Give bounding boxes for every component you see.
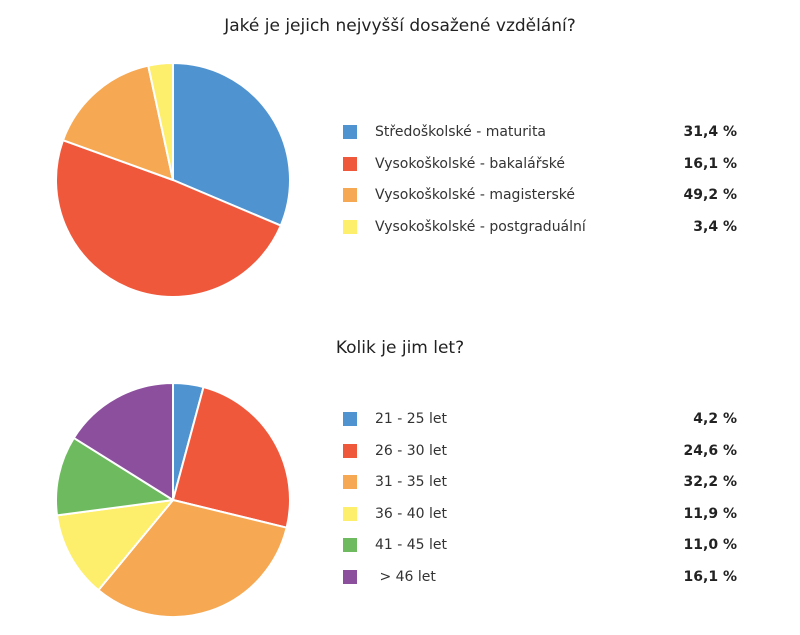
education-legend-label: Středoškolské - maturita (375, 124, 547, 140)
age-legend-item: 26 - 30 let 24,6 % (343, 441, 743, 473)
age-chart-title: Kolik je jim let? (335, 338, 465, 358)
age-legend: 21 - 25 let 4,2 % 26 - 30 let 24,6 % 31 - 35… (343, 409, 743, 598)
education-legend-value: 49,2 % (683, 187, 737, 203)
education-chart-title: Jaké je jejich nejvyšší dosažené vzdělán… (224, 16, 576, 36)
education-legend-value: 16,1 % (683, 155, 737, 172)
age-legend-label: 36 - 40 let (375, 505, 448, 522)
age-pie-slice (55, 436, 174, 517)
education-pie-slice (61, 64, 174, 181)
education-pie (55, 61, 291, 298)
education-legend-swatch (343, 125, 357, 139)
age-legend-value: 32,2 % (683, 474, 737, 490)
education-legend-label: Vysokoškolské - bakalářské (375, 155, 565, 172)
age-legend-value: 11,0 % (683, 537, 737, 553)
education-legend-item: Vysokoškolské - magisterské 49,2 % (343, 185, 743, 217)
education-pie-slice (147, 61, 174, 181)
age-legend-label: 21 - 25 let (375, 411, 448, 427)
age-legend-value: 16,1 % (683, 568, 737, 585)
age-legend-value: 4,2 % (693, 411, 737, 427)
age-legend-item: > 46 let 16,1 % (343, 567, 743, 599)
education-legend-item: Středoškolské - maturita 31,4 % (343, 122, 743, 154)
age-legend-label: 41 - 45 let (375, 537, 448, 553)
age-legend-swatch (343, 569, 357, 584)
age-pie-slice (172, 386, 291, 529)
education-legend-label: Vysokoškolské - postgraduální (375, 218, 586, 235)
age-legend-swatch (343, 506, 357, 521)
age-legend-label: > 46 let (375, 568, 436, 585)
age-legend-swatch (343, 538, 357, 552)
age-legend-item: 36 - 40 let 11,9 % (343, 504, 743, 536)
education-legend-swatch (343, 219, 357, 234)
education-pie-slice (172, 62, 291, 227)
age-legend-swatch (343, 443, 357, 458)
age-legend-swatch (343, 475, 357, 489)
age-chart: Kolik je jim let? 21 - 25 let 4,2 % 26 - 3… (0, 318, 800, 635)
age-legend-item: 31 - 35 let 32,2 % (343, 472, 743, 504)
age-legend-label: 26 - 30 let (375, 442, 448, 459)
age-pie-slice (72, 382, 174, 501)
education-legend-swatch (343, 156, 357, 171)
education-legend-value: 31,4 % (683, 124, 737, 140)
age-legend-value: 24,6 % (683, 442, 737, 459)
education-chart: Jaké je jejich nejvyšší dosažené vzdělán… (0, 0, 800, 315)
education-legend-label: Vysokoškolské - magisterské (375, 187, 576, 203)
education-legend-swatch (343, 188, 357, 202)
age-legend-value: 11,9 % (683, 505, 737, 522)
education-legend-item: Vysokoškolské - bakalářské 16,1 % (343, 154, 743, 186)
education-pie-slice (55, 139, 282, 298)
education-legend-item: Vysokoškolské - postgraduální 3,4 % (343, 217, 743, 249)
age-legend-swatch (343, 412, 357, 426)
age-pie-slice (97, 499, 288, 618)
age-pie-slice (56, 499, 174, 592)
age-legend-item: 21 - 25 let 4,2 % (343, 409, 743, 441)
education-legend-value: 3,4 % (693, 218, 737, 235)
age-legend-item: 41 - 45 let 11,0 % (343, 535, 743, 567)
age-legend-label: 31 - 35 let (375, 474, 448, 490)
age-pie (55, 382, 291, 618)
education-legend: Středoškolské - maturita 31,4 % Vysokoškol… (343, 122, 743, 248)
